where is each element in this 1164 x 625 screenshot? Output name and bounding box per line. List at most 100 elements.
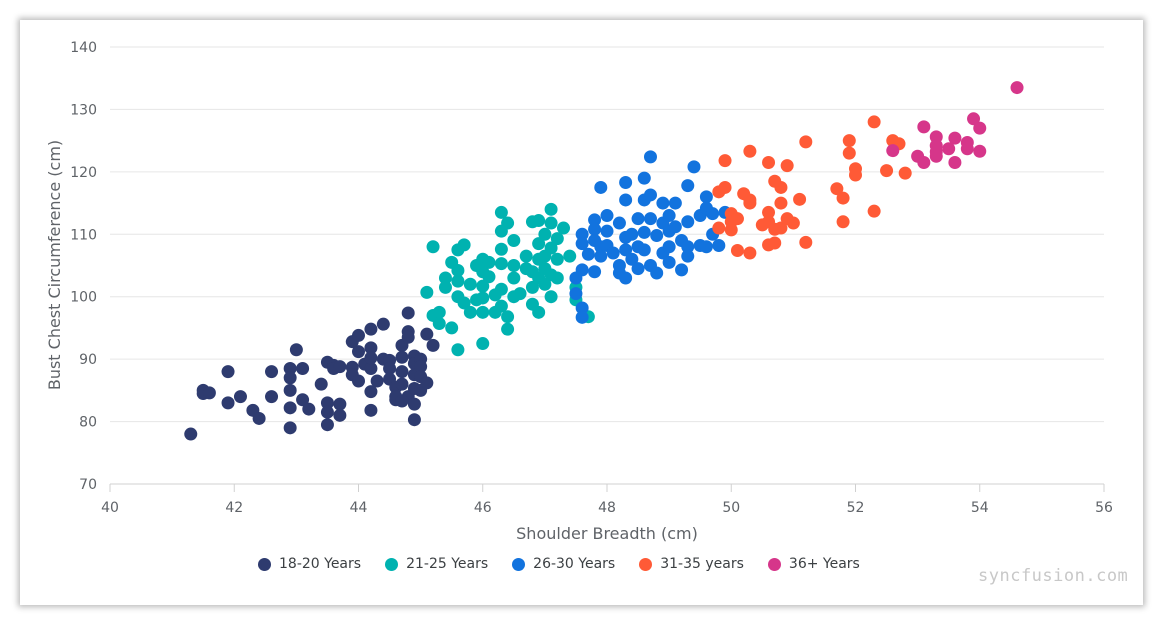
data-point[interactable] [401, 306, 415, 320]
legend-item[interactable]: 21-25 Years [385, 556, 488, 572]
data-point[interactable] [600, 209, 614, 223]
data-point[interactable] [538, 227, 552, 241]
data-point[interactable] [532, 237, 546, 251]
data-point[interactable] [612, 216, 626, 230]
data-point[interactable] [1010, 81, 1024, 95]
data-point[interactable] [619, 243, 633, 257]
data-point[interactable] [886, 144, 900, 158]
data-point[interactable] [501, 322, 515, 336]
data-point[interactable] [370, 374, 384, 388]
data-point[interactable] [494, 242, 508, 256]
data-point[interactable] [898, 166, 912, 180]
data-point[interactable] [364, 351, 378, 365]
data-point[interactable] [594, 249, 608, 263]
data-point[interactable] [588, 213, 602, 227]
data-point[interactable] [550, 252, 564, 266]
data-point[interactable] [774, 180, 788, 194]
data-point[interactable] [880, 164, 894, 178]
data-point[interactable] [668, 220, 682, 234]
data-point[interactable] [395, 394, 409, 408]
data-point[interactable] [544, 241, 558, 255]
data-point[interactable] [494, 299, 508, 313]
data-point[interactable] [699, 190, 713, 204]
data-point[interactable] [550, 232, 564, 246]
data-point[interactable] [476, 337, 490, 351]
data-point[interactable] [557, 221, 571, 235]
data-point[interactable] [575, 227, 589, 241]
data-point[interactable] [643, 150, 657, 164]
data-point[interactable] [762, 205, 776, 219]
data-point[interactable] [333, 397, 347, 411]
data-point[interactable] [494, 205, 508, 219]
data-point[interactable] [588, 265, 602, 279]
data-point[interactable] [730, 212, 744, 226]
data-point[interactable] [476, 279, 490, 293]
data-point[interactable] [544, 202, 558, 216]
data-point[interactable] [780, 159, 794, 173]
data-point[interactable] [631, 212, 645, 226]
data-point[interactable] [184, 427, 198, 441]
data-point[interactable] [619, 271, 633, 285]
legend-item[interactable]: 18-20 Years [258, 556, 361, 572]
data-point[interactable] [625, 227, 639, 241]
data-point[interactable] [525, 280, 539, 294]
data-point[interactable] [501, 216, 515, 230]
data-point[interactable] [407, 397, 421, 411]
data-point[interactable] [563, 249, 577, 263]
data-point[interactable] [786, 216, 800, 230]
data-point[interactable] [774, 196, 788, 210]
data-point[interactable] [457, 296, 471, 310]
data-point[interactable] [973, 144, 987, 158]
data-point[interactable] [836, 215, 850, 229]
data-point[interactable] [830, 182, 844, 196]
data-point[interactable] [544, 290, 558, 304]
data-point[interactable] [289, 343, 303, 357]
data-point[interactable] [768, 236, 782, 250]
data-point[interactable] [314, 377, 328, 391]
data-point[interactable] [929, 149, 943, 163]
data-point[interactable] [364, 362, 378, 376]
data-point[interactable] [668, 196, 682, 210]
data-point[interactable] [432, 305, 446, 319]
data-point[interactable] [507, 259, 521, 272]
data-point[interactable] [637, 243, 651, 257]
data-point[interactable] [842, 146, 856, 160]
data-point[interactable] [283, 362, 297, 376]
data-point[interactable] [948, 155, 962, 169]
data-point[interactable] [364, 341, 378, 355]
data-point[interactable] [333, 360, 347, 374]
data-point[interactable] [519, 249, 533, 263]
data-point[interactable] [501, 310, 515, 324]
data-point[interactable] [699, 240, 713, 254]
data-point[interactable] [718, 180, 732, 194]
data-point[interactable] [762, 155, 776, 169]
data-point[interactable] [681, 179, 695, 193]
data-point[interactable] [283, 383, 297, 397]
data-point[interactable] [867, 115, 881, 129]
data-point[interactable] [463, 305, 477, 319]
data-point[interactable] [793, 192, 807, 206]
data-point[interactable] [849, 168, 862, 182]
data-point[interactable] [942, 142, 956, 156]
data-point[interactable] [799, 135, 813, 149]
data-point[interactable] [575, 263, 589, 277]
data-point[interactable] [625, 252, 639, 266]
data-point[interactable] [507, 234, 521, 248]
data-point[interactable] [712, 221, 726, 235]
data-point[interactable] [252, 411, 266, 425]
data-point[interactable] [575, 237, 589, 251]
data-point[interactable] [575, 301, 589, 315]
data-point[interactable] [296, 393, 310, 407]
data-point[interactable] [724, 223, 738, 237]
data-point[interactable] [606, 246, 620, 260]
legend-item[interactable]: 31-35 years [639, 556, 744, 572]
data-point[interactable] [973, 121, 987, 135]
data-point[interactable] [867, 204, 881, 218]
data-point[interactable] [544, 216, 558, 230]
data-point[interactable] [395, 377, 409, 391]
data-point[interactable] [687, 160, 701, 174]
data-point[interactable] [395, 350, 409, 364]
data-point[interactable] [637, 171, 651, 185]
data-point[interactable] [202, 386, 216, 400]
data-point[interactable] [631, 262, 645, 276]
